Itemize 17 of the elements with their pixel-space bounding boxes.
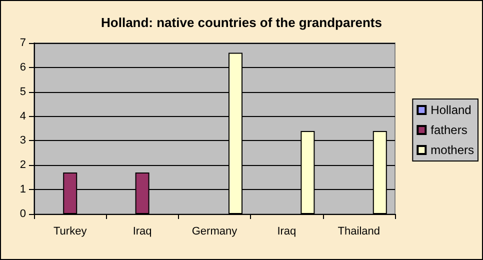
y-tick-label: 3 — [20, 134, 26, 147]
x-tick-label: Thailand — [338, 226, 380, 238]
y-tick-label: 4 — [20, 110, 26, 122]
y-tick-label: 7 — [20, 37, 26, 49]
y-tick-label: 1 — [20, 184, 26, 196]
x-tick-label: Iraq — [132, 226, 152, 238]
y-tick-label: 0 — [20, 208, 26, 220]
y-tick-label: 6 — [20, 61, 26, 74]
legend-label: mothers — [430, 143, 474, 157]
x-tick-label: Turkey — [53, 226, 88, 238]
legend-label: Holland — [430, 103, 472, 117]
y-tick-label: 2 — [20, 159, 26, 172]
x-tick-label: Germany — [192, 226, 238, 238]
x-tick-label: Iraq — [277, 226, 296, 238]
y-tick-label: 5 — [20, 86, 26, 98]
legend-label: fathers — [430, 123, 468, 137]
chart-title: Holland: native countries of the grandparents — [101, 15, 382, 30]
